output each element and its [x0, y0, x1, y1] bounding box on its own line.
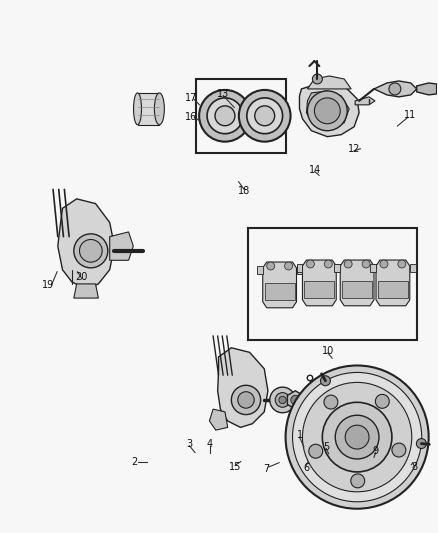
Polygon shape [209, 409, 228, 430]
Circle shape [344, 260, 352, 268]
Polygon shape [374, 81, 417, 97]
Circle shape [324, 395, 338, 409]
Circle shape [345, 425, 369, 449]
Circle shape [207, 98, 243, 134]
Polygon shape [342, 281, 372, 298]
Text: 5: 5 [323, 442, 329, 452]
Polygon shape [374, 264, 380, 272]
Circle shape [275, 393, 290, 407]
Circle shape [215, 106, 235, 126]
Text: 2: 2 [131, 457, 137, 466]
Bar [138, 93, 159, 125]
Circle shape [267, 262, 275, 270]
Text: 11: 11 [404, 110, 417, 120]
Circle shape [398, 260, 406, 268]
Polygon shape [287, 391, 303, 409]
Circle shape [199, 90, 251, 142]
Circle shape [303, 382, 412, 492]
Text: 12: 12 [348, 144, 360, 154]
Circle shape [321, 376, 330, 386]
Polygon shape [297, 266, 303, 274]
Text: 19: 19 [42, 280, 54, 290]
Polygon shape [417, 83, 437, 95]
Circle shape [389, 83, 401, 95]
Circle shape [238, 392, 254, 408]
Polygon shape [218, 348, 268, 427]
Text: 20: 20 [76, 272, 88, 282]
Text: 14: 14 [309, 165, 321, 175]
Circle shape [79, 239, 102, 262]
Polygon shape [307, 76, 351, 89]
Polygon shape [410, 264, 416, 272]
Polygon shape [303, 260, 336, 306]
Text: 4: 4 [207, 439, 213, 449]
Circle shape [322, 402, 392, 472]
Polygon shape [74, 284, 99, 298]
Polygon shape [265, 283, 294, 300]
Circle shape [324, 260, 332, 268]
Polygon shape [300, 83, 359, 136]
Polygon shape [355, 97, 375, 105]
Circle shape [285, 262, 293, 270]
Circle shape [351, 474, 365, 488]
Circle shape [312, 74, 322, 84]
Circle shape [270, 387, 295, 413]
Bar [248, 228, 417, 340]
Text: 16: 16 [184, 112, 197, 122]
Circle shape [231, 385, 261, 415]
Bar [196, 79, 286, 152]
Polygon shape [334, 264, 340, 272]
Polygon shape [340, 260, 374, 306]
Polygon shape [376, 260, 410, 306]
Text: 17: 17 [184, 93, 197, 103]
Circle shape [362, 260, 370, 268]
Text: 8: 8 [412, 462, 418, 472]
Text: 6: 6 [303, 463, 309, 473]
Circle shape [417, 439, 426, 449]
Polygon shape [257, 266, 263, 274]
Polygon shape [370, 264, 376, 272]
Polygon shape [378, 281, 408, 298]
Polygon shape [58, 199, 114, 289]
Circle shape [279, 396, 286, 403]
Circle shape [247, 98, 283, 134]
Circle shape [286, 366, 429, 508]
Polygon shape [304, 281, 334, 298]
Circle shape [335, 415, 379, 459]
Circle shape [74, 234, 108, 268]
Text: 10: 10 [321, 346, 334, 357]
Circle shape [255, 106, 275, 126]
Text: 3: 3 [186, 439, 192, 449]
Circle shape [293, 373, 422, 502]
Circle shape [81, 241, 100, 260]
Circle shape [291, 395, 300, 405]
Text: 13: 13 [217, 89, 230, 99]
Ellipse shape [155, 93, 164, 125]
Circle shape [380, 260, 388, 268]
Circle shape [307, 260, 314, 268]
Polygon shape [307, 91, 349, 129]
Circle shape [307, 91, 347, 131]
Circle shape [309, 445, 323, 458]
Polygon shape [110, 232, 133, 260]
Circle shape [375, 394, 389, 408]
Text: 15: 15 [229, 462, 241, 472]
Polygon shape [263, 262, 297, 308]
Text: 7: 7 [263, 464, 269, 474]
Text: 9: 9 [373, 446, 379, 456]
Circle shape [392, 443, 406, 457]
Polygon shape [336, 264, 342, 272]
Circle shape [239, 90, 290, 142]
Text: 1: 1 [297, 430, 303, 440]
Ellipse shape [134, 93, 141, 125]
Polygon shape [297, 264, 303, 272]
Circle shape [314, 98, 340, 124]
Text: 18: 18 [238, 186, 251, 196]
